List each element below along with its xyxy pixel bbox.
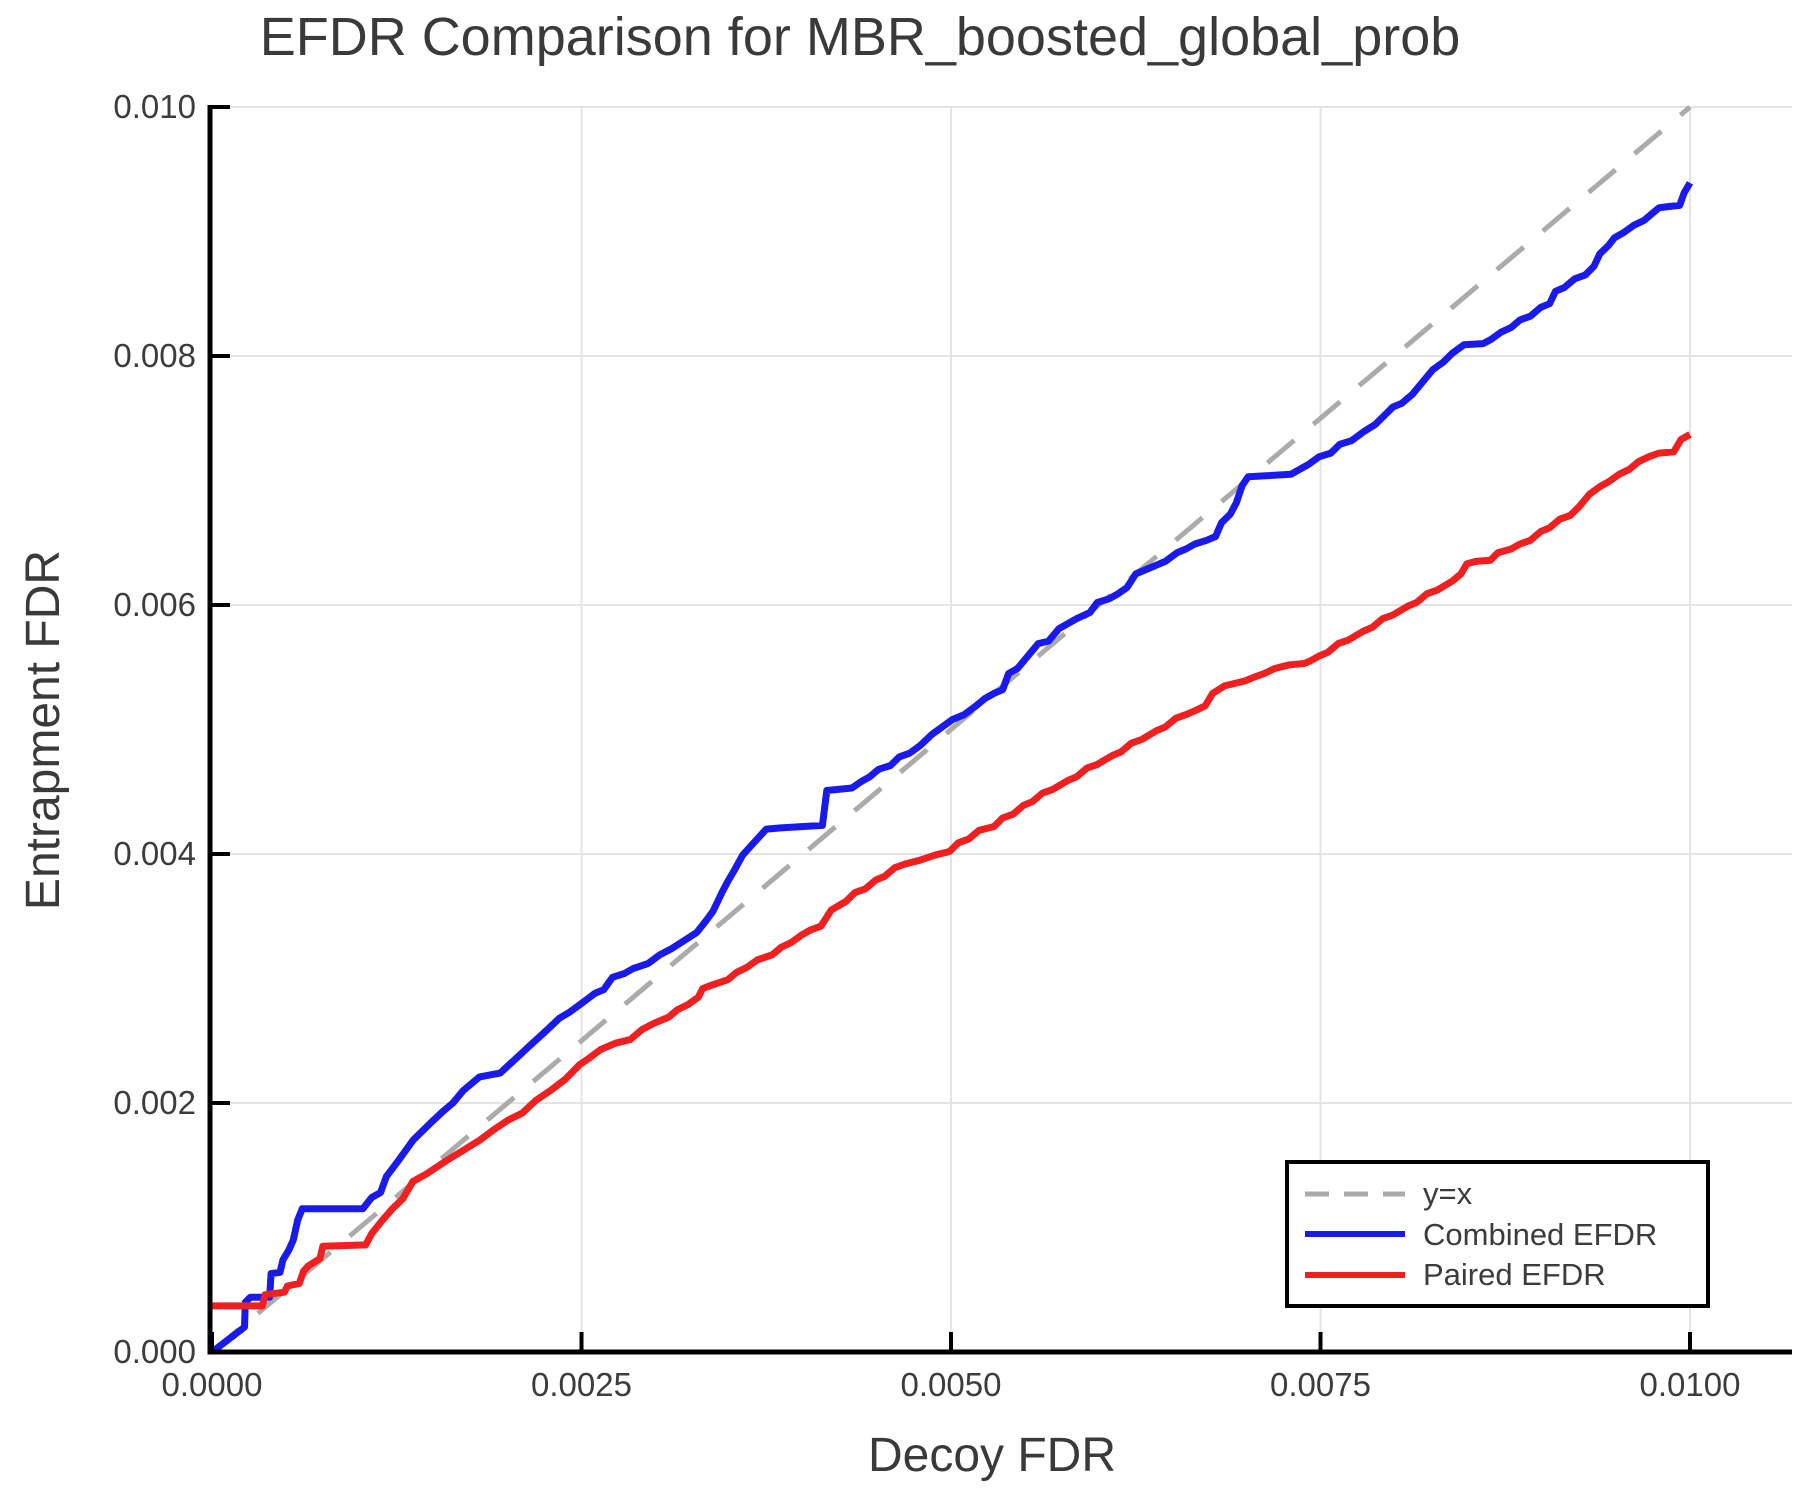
- identity-line: [210, 105, 1692, 1354]
- x-tick-label: 0.0025: [531, 1366, 632, 1403]
- y-tick-label: 0.010: [113, 88, 196, 125]
- x-tick-label: 0.0100: [1640, 1366, 1741, 1403]
- legend-label: Combined EFDR: [1423, 1216, 1658, 1252]
- combined-efdr-line: [209, 181, 1694, 1355]
- y-tick-label: 0.002: [113, 1084, 196, 1121]
- legend-label: y=x: [1423, 1176, 1473, 1211]
- legend-item-combined-efdr: Combined EFDR: [1303, 1217, 1700, 1251]
- legend-item-y-x: y=x: [1303, 1177, 1700, 1211]
- x-tick-label: 0.0075: [1270, 1366, 1371, 1403]
- x-axis-label: Decoy FDR: [867, 1429, 1117, 1482]
- y-tick-label: 0.008: [113, 337, 196, 374]
- legend-item-paired-efdr: Paired EFDR: [1303, 1258, 1700, 1292]
- line-swatch: [1305, 1271, 1405, 1278]
- chart-title: EFDR Comparison for MBR_boosted_global_p…: [259, 7, 1461, 67]
- x-tick-label: 0.0050: [901, 1366, 1002, 1403]
- paired-efdr-line: [212, 431, 1692, 1310]
- legend: y=x Combined EFDR Paired EFDR: [1285, 1160, 1710, 1308]
- y-tick-label: 0.006: [113, 586, 196, 623]
- y-tick-label: 0.000: [113, 1333, 196, 1370]
- y-axis-label: Entrapment FDR: [17, 549, 70, 911]
- legend-label: Paired EFDR: [1423, 1257, 1606, 1292]
- y-tick-label: 0.004: [113, 835, 196, 872]
- dashed-line-swatch: [1305, 1191, 1405, 1196]
- line-swatch: [1305, 1231, 1405, 1237]
- x-tick-label: 0.0000: [162, 1366, 263, 1403]
